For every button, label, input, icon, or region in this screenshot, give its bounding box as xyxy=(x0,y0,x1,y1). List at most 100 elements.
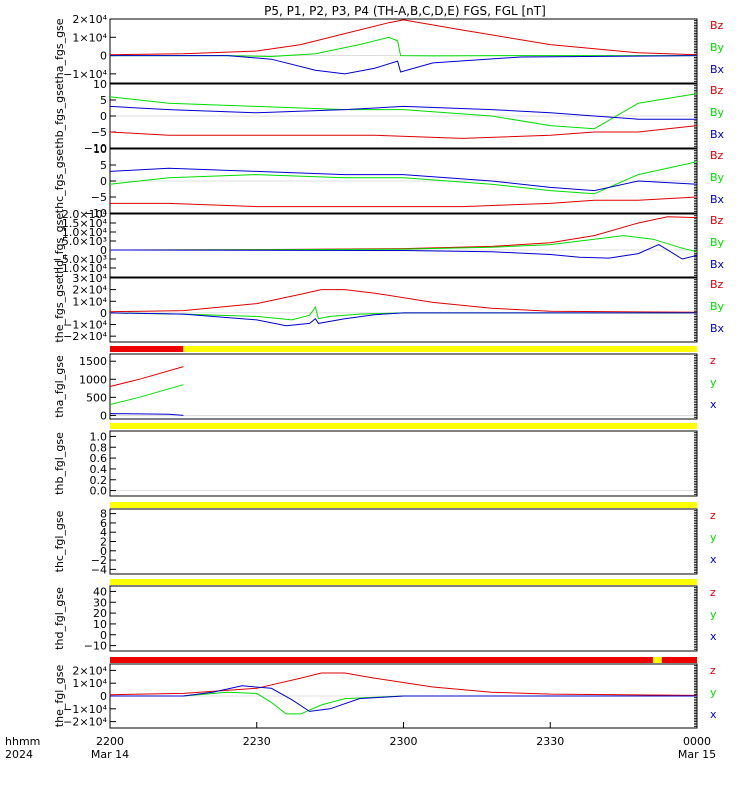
x-tick-label: 0000 xyxy=(683,735,711,748)
x-date-label: Mar 15 xyxy=(678,748,716,761)
legend-label: Bx xyxy=(710,63,725,76)
panel-frame xyxy=(109,18,698,84)
series-line-z xyxy=(109,366,184,387)
y-axis-label: tha_fgs_gse xyxy=(53,18,66,83)
legend-label: z xyxy=(710,664,716,677)
y-tick-label: 1×10⁴ xyxy=(72,295,107,308)
series-line-Bx xyxy=(109,312,697,327)
panel-frame xyxy=(109,585,698,652)
panel-frame xyxy=(109,430,698,497)
y-axis-label: thd_fgl_gse xyxy=(53,587,66,650)
y-tick-label: −2 xyxy=(91,554,107,567)
y-tick-label: −1×10⁴ xyxy=(63,703,107,716)
chart-title: P5, P1, P2, P3, P4 (TH-A,B,C,D,E) FGS, F… xyxy=(264,4,546,18)
y-tick-label: −1×10⁴ xyxy=(63,68,107,81)
legend-label: By xyxy=(710,236,725,249)
y-tick-label: 10 xyxy=(93,78,107,91)
y-tick-label: 0.2 xyxy=(90,474,108,487)
series-line-Bx xyxy=(110,55,698,75)
series-line-Bx xyxy=(109,167,698,192)
legend-label: Bz xyxy=(710,84,724,97)
y-axis-label: thb_fgs_gse xyxy=(53,83,66,149)
status-bar-segment xyxy=(110,423,697,429)
series-line-By xyxy=(109,305,697,321)
y-axis-label: thc_fgs_gse xyxy=(53,149,66,214)
status-bar-segment xyxy=(652,657,662,663)
y-tick-label: 8 xyxy=(100,508,107,521)
y-tick-label: −5 xyxy=(91,191,107,204)
status-bar-segment xyxy=(110,502,697,508)
y-tick-label: 5 xyxy=(100,94,107,107)
y-tick-label: 0.4 xyxy=(90,463,108,476)
x-tick-label: 2330 xyxy=(536,735,564,748)
y-tick-label: 6 xyxy=(100,517,107,530)
status-bar-segment xyxy=(661,657,697,663)
y-axis-label: the_fgl_gse xyxy=(53,665,66,728)
legend-label: Bx xyxy=(710,322,725,335)
series-line-Bx xyxy=(109,244,698,260)
x-tick-label: 2230 xyxy=(243,735,271,748)
legend-label: y xyxy=(710,686,717,699)
y-tick-label: −10 xyxy=(84,640,107,653)
series-line-y xyxy=(109,384,184,406)
legend-label: z xyxy=(710,509,716,522)
legend-label: Bz xyxy=(710,149,724,162)
y-tick-label: 1500 xyxy=(79,355,107,368)
y-tick-label: −2×10⁴ xyxy=(63,716,107,729)
legend-label: Bz xyxy=(710,19,724,32)
series-line-By xyxy=(109,161,698,195)
y-tick-label: 0 xyxy=(100,175,107,188)
y-tick-label: 3×10⁴ xyxy=(72,272,107,285)
y-tick-label: 1.0×10⁴ xyxy=(62,226,108,239)
series-line-z xyxy=(109,672,698,696)
panel-frame xyxy=(109,213,698,278)
y-tick-label: 0 xyxy=(100,690,107,703)
y-tick-label: −2×10⁴ xyxy=(63,330,107,343)
y-tick-label: 2 xyxy=(100,536,107,549)
y-tick-label: 0 xyxy=(100,629,107,642)
legend-label: Bz xyxy=(710,278,724,291)
y-tick-label: 10 xyxy=(93,143,107,156)
status-bar-segment xyxy=(183,346,697,352)
series-line-Bz xyxy=(109,19,698,56)
series-line-Bz xyxy=(109,216,698,251)
y-tick-label: 2×10⁴ xyxy=(72,664,107,677)
series-line-x xyxy=(109,413,184,416)
series-line-x xyxy=(110,685,697,712)
y-tick-label: 5.0×10³ xyxy=(62,235,107,248)
legend-label: y xyxy=(710,376,717,389)
legend-label: x xyxy=(710,398,717,411)
status-bar-segment xyxy=(110,579,697,585)
y-tick-label: −10 xyxy=(84,142,107,155)
x-tick-label: 2200 xyxy=(96,735,124,748)
legend-label: By xyxy=(710,106,725,119)
legend-label: z xyxy=(710,586,716,599)
y-axis-label: thd_fgs_gse xyxy=(53,213,66,279)
y-tick-label: 1.0 xyxy=(90,430,108,443)
y-tick-label: 30 xyxy=(93,596,107,609)
series-line-Bz xyxy=(109,289,698,313)
status-bar-segment xyxy=(110,346,184,352)
legend-label: z xyxy=(710,354,716,367)
y-tick-label: 1×10⁴ xyxy=(72,677,107,690)
y-tick-label: −4 xyxy=(91,563,107,576)
y-tick-label: 20 xyxy=(93,607,107,620)
y-tick-label: 2×10⁴ xyxy=(72,284,107,297)
y-axis-label: the_fgs_gse xyxy=(53,277,66,342)
y-tick-label: 0 xyxy=(100,307,107,320)
y-tick-label: 500 xyxy=(86,391,107,404)
series-line-Bz xyxy=(110,196,698,208)
y-tick-label: 1.5×10⁴ xyxy=(62,217,108,230)
time-axis-row-label: 2024 xyxy=(5,748,33,761)
y-axis-label: thc_fgl_gse xyxy=(53,510,66,572)
legend-label: Bx xyxy=(710,128,725,141)
y-tick-label: −5 xyxy=(91,126,107,139)
y-tick-label: −1.0×10⁴ xyxy=(53,262,108,275)
y-tick-label: 1×10⁴ xyxy=(72,31,107,44)
y-tick-label: 2.0×10⁴ xyxy=(62,208,108,221)
series-line-By xyxy=(109,93,698,130)
y-tick-label: 0 xyxy=(100,50,107,63)
y-tick-label: 0.8 xyxy=(90,441,108,454)
